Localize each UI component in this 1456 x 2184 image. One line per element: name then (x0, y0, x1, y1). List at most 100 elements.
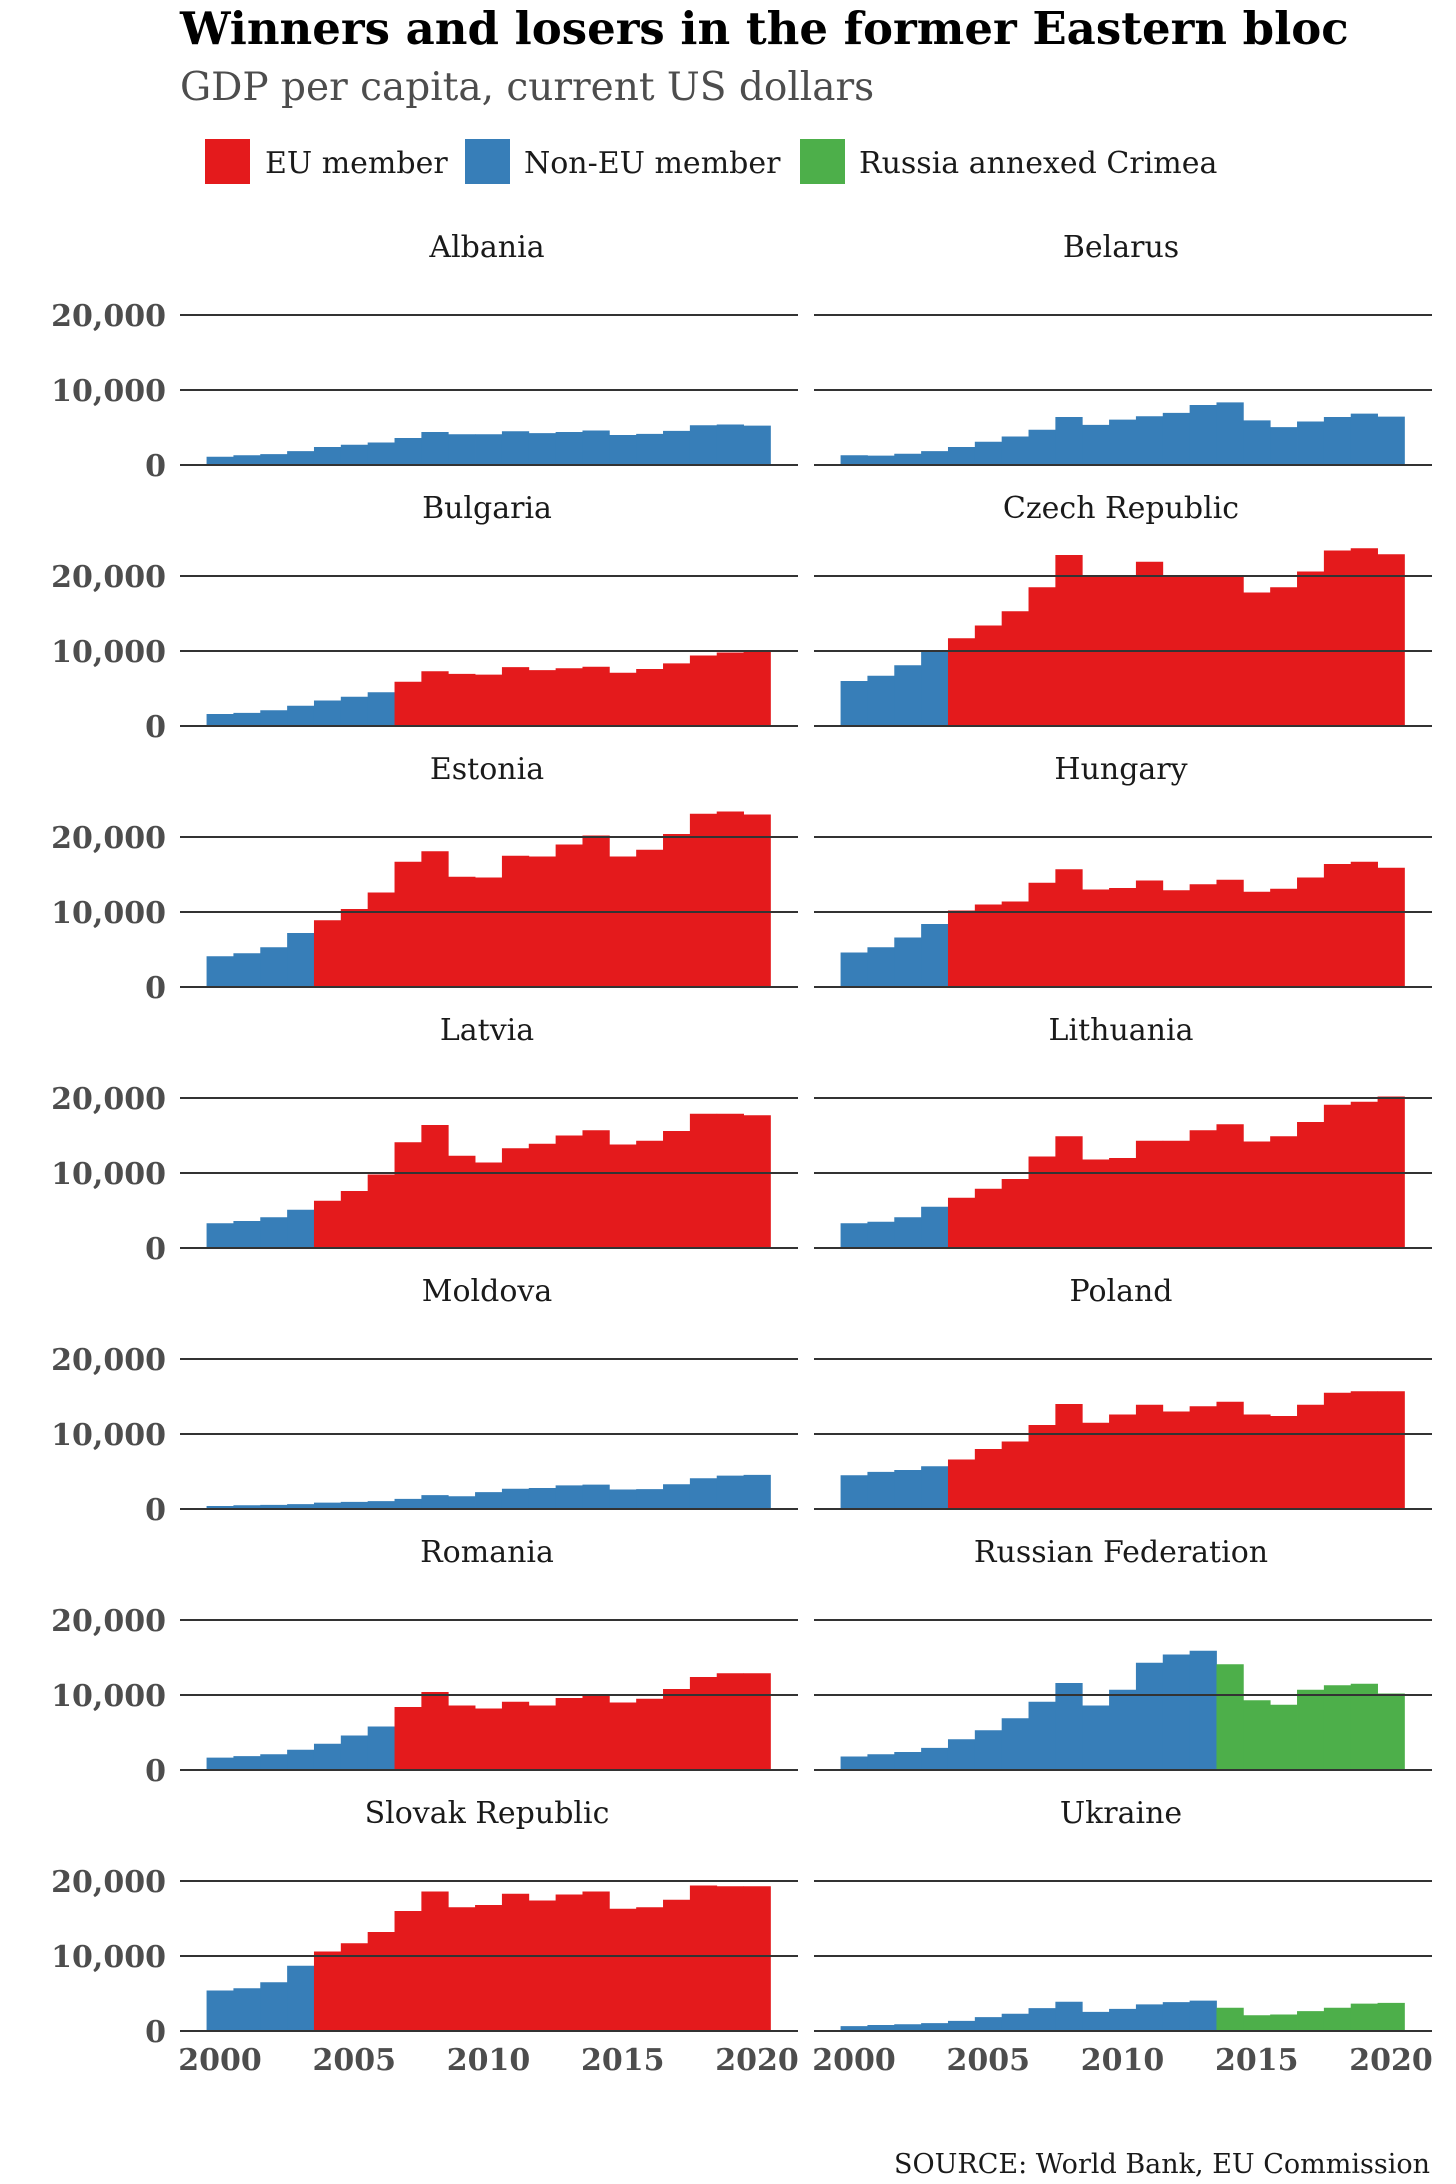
bar-2011 (1135, 1404, 1164, 1509)
bar-2002 (894, 453, 922, 465)
bar-2000 (206, 1506, 234, 1509)
bar-2000 (840, 952, 868, 987)
bar-2005 (340, 696, 369, 726)
panel-title: Estonia (430, 752, 544, 787)
bar-2020 (1377, 867, 1405, 987)
bar-2001 (233, 1505, 261, 1509)
bar-2012 (528, 670, 557, 727)
bar-2007 (394, 1142, 422, 1248)
bar-2002 (894, 665, 922, 726)
bar-2010 (1109, 1689, 1137, 1770)
bar-2009 (1082, 1159, 1110, 1248)
bar-2001 (867, 2025, 895, 2031)
bar-2015 (609, 1908, 637, 2031)
bar-2020 (1377, 416, 1405, 466)
bar-2015 (1243, 1700, 1271, 1770)
bar-2007 (394, 681, 422, 726)
bar-2013 (555, 1894, 583, 2031)
bar-2012 (528, 1900, 557, 2031)
bar-2005 (340, 1191, 369, 1248)
bar-2008 (421, 671, 449, 726)
bar-2008 (421, 1891, 449, 2031)
bar-2006 (1001, 901, 1029, 987)
bar-2004 (313, 1502, 342, 1510)
bar-2011 (501, 431, 530, 465)
bar-2001 (867, 947, 895, 987)
bar-2017 (663, 1131, 691, 1248)
panel-title: Latvia (440, 1013, 534, 1048)
bar-2014 (582, 666, 610, 726)
bar-2016 (1270, 1136, 1298, 1248)
bar-2001 (233, 953, 261, 987)
bar-2012 (528, 1143, 557, 1248)
bar-2002 (894, 1470, 922, 1509)
bar-2004 (947, 638, 976, 726)
x-tick-label: 2010 (447, 2043, 531, 2078)
bar-2014 (1216, 879, 1244, 987)
bar-2017 (663, 1689, 691, 1770)
bar-2003 (287, 1504, 315, 1510)
bar-2012 (528, 1705, 557, 1770)
bar-2002 (260, 454, 288, 466)
bar-2000 (840, 1223, 868, 1248)
bar-2005 (974, 1188, 1003, 1248)
bar-2004 (313, 1743, 342, 1770)
bar-2015 (1243, 592, 1271, 726)
y-tick-label: 0 (145, 971, 166, 1006)
bar-2003 (921, 1466, 949, 1509)
y-tick-label: 10,000 (51, 896, 166, 931)
legend-label-non-eu: Non-EU member (524, 146, 781, 181)
panel-title: Poland (1069, 1274, 1172, 1309)
bar-2007 (1028, 1701, 1056, 1770)
bar-2009 (448, 876, 476, 987)
panel-bulgaria: Bulgaria 0 10,000 20,000 (51, 491, 798, 745)
bar-2004 (947, 910, 976, 987)
bar-2009 (448, 673, 476, 727)
bar-2005 (974, 1730, 1003, 1770)
bar-2003 (921, 1747, 949, 1771)
bar-2012 (528, 1488, 557, 1509)
bar-2010 (475, 1162, 503, 1248)
panel-romania: Romania 0 10,000 20,000 (51, 1535, 798, 1789)
bar-2003 (921, 651, 949, 726)
bar-2010 (475, 877, 503, 987)
bar-2002 (260, 1982, 288, 2031)
bar-2020 (743, 1115, 771, 1248)
bar-2015 (1243, 1141, 1271, 1248)
bar-2000 (206, 956, 234, 987)
bar-2016 (636, 849, 664, 987)
y-tick-label: 0 (145, 449, 166, 484)
bar-2015 (1243, 1414, 1271, 1509)
bar-2005 (974, 441, 1003, 465)
bar-2006 (1001, 436, 1029, 465)
bar-2004 (313, 1951, 342, 2031)
panel-czech-republic: Czech Republic (814, 491, 1432, 727)
bar-2015 (609, 672, 637, 726)
bar-2006 (367, 892, 395, 987)
panel-poland: Poland (814, 1274, 1432, 1510)
bar-2002 (260, 947, 288, 987)
y-tick-label: 10,000 (51, 1157, 166, 1192)
bar-2005 (974, 904, 1003, 987)
bar-2010 (1109, 419, 1137, 466)
panel-albania: Albania 0 10,000 20,000 (51, 230, 798, 484)
bar-2003 (921, 1206, 949, 1248)
bar-2014 (1216, 2007, 1244, 2031)
bar-2016 (636, 1698, 664, 1770)
bar-2010 (1109, 1158, 1137, 1248)
bar-2018 (1323, 1685, 1352, 1770)
y-tick-label: 10,000 (51, 1679, 166, 1714)
bar-2008 (1055, 555, 1083, 726)
panel-title: Bulgaria (422, 491, 552, 526)
y-tick-label: 20,000 (51, 1082, 166, 1117)
bar-2019 (716, 424, 744, 465)
y-tick-label: 20,000 (51, 1865, 166, 1900)
bar-2009 (1082, 424, 1110, 466)
bar-2014 (582, 1130, 610, 1248)
bar-2003 (921, 2023, 949, 2032)
legend-label-eu: EU member (265, 146, 448, 181)
bar-2017 (1297, 2011, 1325, 2032)
bar-2001 (867, 1754, 895, 1770)
bar-2013 (1189, 405, 1217, 465)
panel-russian-federation: Russian Federation (814, 1535, 1432, 1771)
